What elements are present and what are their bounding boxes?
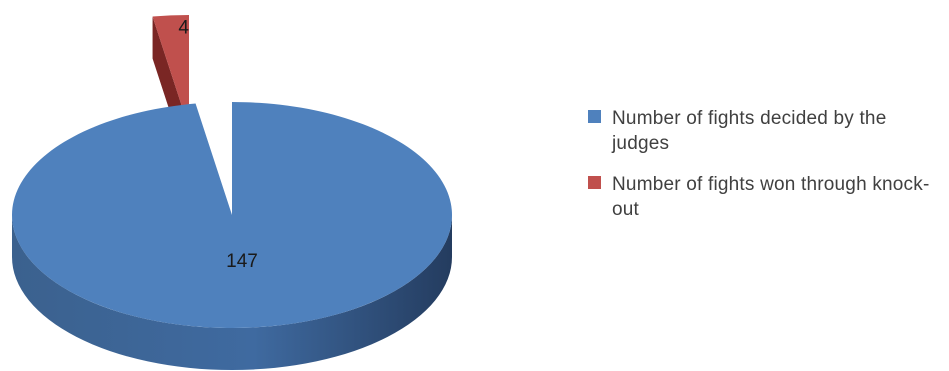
slice-1-top [152,15,189,128]
slice-0-data-label: 147 [226,251,258,272]
legend-item-judges: Number of fights decided by the judges [588,106,946,156]
slice-1-data-label: 4 [178,17,189,38]
legend-swatch-judges [588,110,601,123]
slice-0-top [11,102,452,329]
legend-item-knockout: Number of fights won through knock-out [588,172,946,222]
pie-chart: 4 147 [11,15,452,370]
legend-swatch-knockout [588,176,601,189]
legend-label-judges: Number of fights decided by the judges [612,108,887,154]
slice-0-side [12,215,452,370]
legend-label-knockout: Number of fights won through knock-out [612,174,930,220]
pie-data-labels: 4 147 [178,17,257,272]
pie-tops [11,15,452,329]
legend: Number of fights decided by the judges N… [588,106,946,238]
